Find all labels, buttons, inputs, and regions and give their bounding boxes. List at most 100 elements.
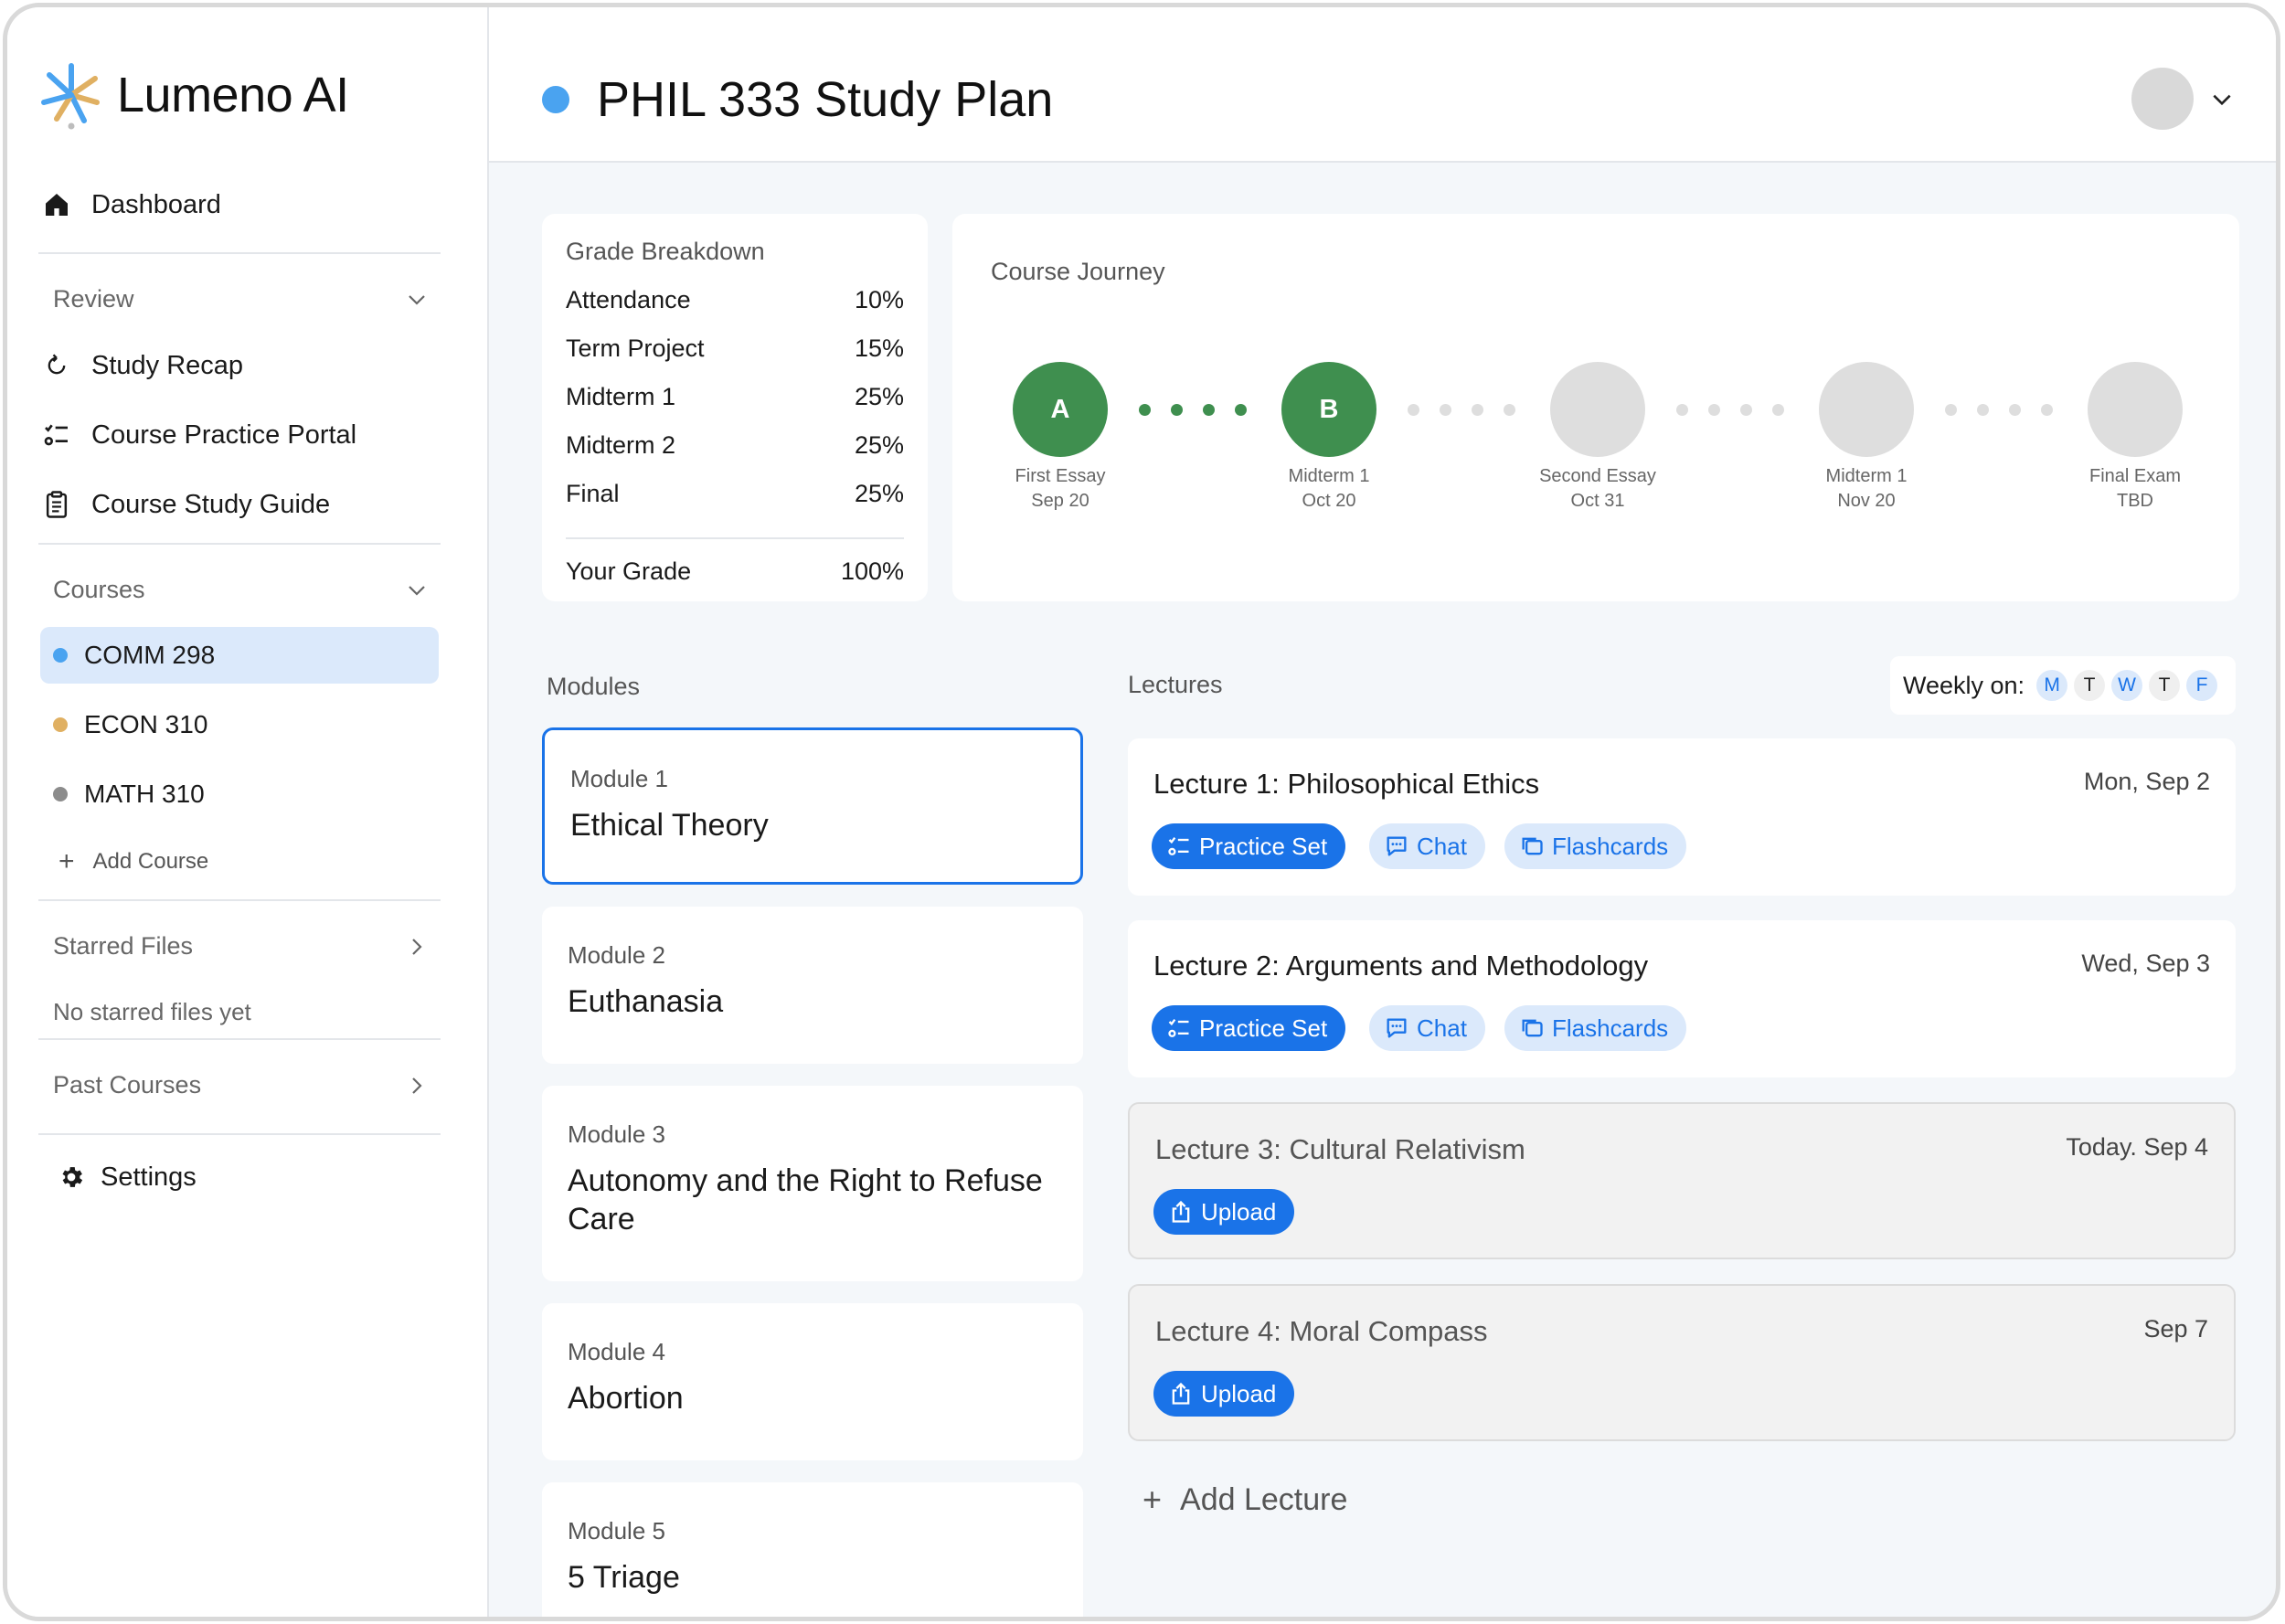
module-card[interactable]: Module 2 Euthanasia — [542, 907, 1083, 1064]
starred-empty-text: No starred files yet — [53, 998, 251, 1025]
refresh-icon — [38, 347, 75, 384]
lecture-date: Wed, Sep 3 — [2081, 950, 2210, 977]
course-item[interactable]: ECON 310 — [40, 696, 439, 753]
weekday-toggle[interactable]: M — [2036, 670, 2068, 701]
milestone-name: Final Exam — [2088, 466, 2182, 486]
add-course-label: Add Course — [92, 849, 209, 874]
divider — [566, 537, 904, 539]
course-color-dot — [53, 648, 68, 663]
lecture-card[interactable]: Lecture 3: Cultural Relativism Today. Sep… — [1128, 1102, 2236, 1259]
starred-files-toggle[interactable]: Starred Files — [53, 932, 428, 961]
flashcards-label: Flashcards — [1552, 832, 1669, 860]
past-courses-heading: Past Courses — [53, 1071, 202, 1099]
plus-icon: + — [1142, 1481, 1163, 1518]
weekday-toggle[interactable]: F — [2186, 670, 2218, 701]
lumeno-logo-icon — [41, 63, 100, 130]
grade-row: Midterm 1 25% — [566, 383, 904, 431]
divider — [38, 1133, 441, 1135]
module-card[interactable]: Module 3 Autonomy and the Right to Refuse… — [542, 1086, 1083, 1281]
review-section-toggle[interactable]: Review — [53, 285, 428, 313]
grade-row-value: 10% — [854, 286, 904, 313]
chat-icon — [1384, 1015, 1417, 1041]
flashcards-button[interactable]: Flashcards — [1504, 823, 1687, 869]
courses-heading: Courses — [53, 576, 145, 603]
journey-connector-dot — [1977, 404, 1989, 416]
journey-connector-dot — [1740, 404, 1752, 416]
module-card[interactable]: Module 1 Ethical Theory — [542, 727, 1083, 885]
grade-row: Midterm 2 25% — [566, 431, 904, 480]
module-name: Euthanasia — [568, 984, 724, 1019]
module-number: Module 2 — [568, 941, 665, 969]
add-lecture-button[interactable]: + Add Lecture — [1142, 1481, 1347, 1519]
add-lecture-label: Add Lecture — [1180, 1481, 1348, 1517]
chevron-down-icon[interactable] — [2210, 88, 2234, 111]
checklist-icon — [1166, 833, 1199, 859]
upload-button[interactable]: Upload — [1153, 1371, 1295, 1417]
lecture-card[interactable]: Lecture 4: Moral Compass Sep 7 Upload — [1128, 1284, 2236, 1441]
avatar[interactable] — [2131, 68, 2194, 130]
milestone-date: Nov 20 — [1837, 491, 1896, 511]
lecture-date: Today. Sep 4 — [2066, 1133, 2208, 1161]
milestone-name: Second Essay — [1539, 466, 1656, 486]
module-card[interactable]: Module 4 Abortion — [542, 1303, 1083, 1460]
course-item[interactable]: MATH 310 — [40, 766, 439, 823]
chevron-right-icon — [412, 938, 422, 955]
milestone-date: Oct 20 — [1302, 491, 1356, 511]
journey-connector-dot — [1139, 404, 1151, 416]
chat-button[interactable]: Chat — [1369, 1005, 1485, 1051]
upload-icon — [1168, 1381, 1201, 1406]
milestone-name: First Essay — [1015, 466, 1106, 486]
upload-button[interactable]: Upload — [1153, 1189, 1295, 1235]
nav-course-study-guide-label: Course Study Guide — [91, 489, 331, 519]
module-number: Module 5 — [568, 1517, 665, 1544]
journey-connector-dot — [1676, 404, 1688, 416]
flashcards-button[interactable]: Flashcards — [1504, 1005, 1687, 1051]
page-header: PHIL 333 Study Plan — [489, 7, 2276, 163]
flashcards-icon — [1519, 833, 1552, 859]
page-title: PHIL 333 Study Plan — [597, 72, 1054, 127]
divider — [38, 899, 441, 901]
practice-button[interactable]: Practice Set — [1152, 1005, 1346, 1051]
practice-button[interactable]: Practice Set — [1152, 823, 1346, 869]
journey-milestone-label: Midterm 1 Nov 20 — [1775, 464, 1958, 514]
weekday-toggle[interactable]: T — [2074, 670, 2106, 701]
journey-connector-dot — [2009, 404, 2021, 416]
nav-settings[interactable]: Settings — [53, 1159, 197, 1195]
gear-icon — [53, 1159, 90, 1195]
journey-milestone-label: Second Essay Oct 31 — [1506, 464, 1689, 514]
module-card[interactable]: Module 5 5 Triage — [542, 1482, 1083, 1617]
upload-label: Upload — [1201, 1379, 1277, 1407]
nav-study-recap[interactable]: Study Recap — [38, 347, 243, 384]
divider — [38, 543, 441, 545]
add-course-button[interactable]: + Add Course — [58, 846, 208, 877]
lecture-date: Mon, Sep 2 — [2083, 768, 2210, 795]
journey-milestone[interactable] — [1819, 362, 1914, 457]
nav-settings-label: Settings — [101, 1162, 197, 1192]
lecture-card[interactable]: Lecture 2: Arguments and Methodology Wed,… — [1128, 920, 2236, 1077]
journey-milestone[interactable]: A — [1013, 362, 1108, 457]
grade-row-label: Midterm 2 — [566, 431, 676, 459]
nav-course-study-guide[interactable]: Course Study Guide — [38, 486, 330, 523]
logo[interactable]: Lumeno AI — [38, 60, 349, 130]
weekly-label: Weekly on: — [1903, 671, 2025, 699]
journey-milestone[interactable] — [1550, 362, 1645, 457]
app-name: Lumeno AI — [117, 68, 349, 122]
grade-row-value: 25% — [854, 383, 904, 410]
weekday-toggle[interactable]: W — [2111, 670, 2143, 701]
grade-total-label: Your Grade — [566, 557, 692, 585]
practice-label: Practice Set — [1199, 1014, 1328, 1042]
journey-milestone[interactable]: B — [1281, 362, 1376, 457]
grade-row-label: Term Project — [566, 334, 705, 362]
weekday-toggle[interactable]: T — [2149, 670, 2181, 701]
courses-section-toggle[interactable]: Courses — [53, 576, 428, 604]
course-item[interactable]: COMM 298 — [40, 627, 439, 684]
past-courses-toggle[interactable]: Past Courses — [53, 1071, 428, 1099]
nav-course-practice-portal[interactable]: Course Practice Portal — [38, 417, 356, 453]
journey-connector-dot — [1504, 404, 1515, 416]
lecture-card[interactable]: Lecture 1: Philosophical Ethics Mon, Sep … — [1128, 738, 2236, 896]
chat-button[interactable]: Chat — [1369, 823, 1485, 869]
journey-milestone[interactable] — [2088, 362, 2183, 457]
journey-connector-dot — [2041, 404, 2053, 416]
nav-dashboard[interactable]: Dashboard — [38, 186, 221, 223]
